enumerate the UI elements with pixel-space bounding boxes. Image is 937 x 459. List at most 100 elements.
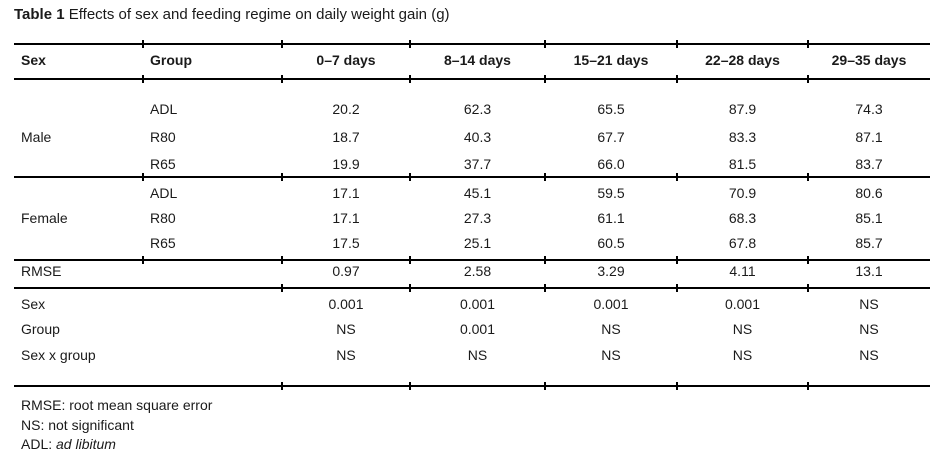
cell-group: R80 bbox=[150, 210, 176, 226]
table-row-stat-sex-x-group: Sex x group NS NS NS NS NS bbox=[14, 345, 930, 365]
column-tick bbox=[142, 173, 144, 181]
cell-value: 19.9 bbox=[332, 156, 360, 172]
cell-value: 85.1 bbox=[855, 210, 883, 226]
column-tick bbox=[544, 173, 546, 181]
cell-sex-label-male: Male bbox=[21, 129, 52, 145]
column-tick bbox=[807, 40, 809, 48]
footnote-adl-label: ADL: bbox=[21, 436, 53, 452]
header-cell-days-22-28: 22–28 days bbox=[705, 52, 780, 68]
column-tick bbox=[409, 284, 411, 292]
cell-value: 83.7 bbox=[855, 156, 883, 172]
cell-value: 25.1 bbox=[463, 235, 492, 251]
cell-value: 59.5 bbox=[597, 185, 625, 201]
column-tick bbox=[409, 256, 411, 264]
table-row-female-r65: R65 17.5 25.1 60.5 67.8 85.7 bbox=[14, 233, 930, 253]
cell-group: R65 bbox=[150, 235, 176, 251]
stat-label: Sex x group bbox=[21, 347, 96, 363]
cell-value: 87.1 bbox=[855, 129, 883, 145]
cell-value: 87.9 bbox=[728, 101, 757, 117]
column-tick bbox=[807, 256, 809, 264]
rmse-label: RMSE bbox=[21, 263, 62, 279]
header-cell-sex: Sex bbox=[21, 52, 46, 68]
table-caption: Table 1 Effects of sex and feeding regim… bbox=[14, 5, 450, 25]
cell-value: 0.001 bbox=[724, 296, 761, 312]
cell-value: 3.29 bbox=[597, 263, 625, 279]
cell-value: 17.5 bbox=[332, 235, 360, 251]
column-tick bbox=[544, 382, 546, 390]
table-row-stat-group: Group NS 0.001 NS NS NS bbox=[14, 319, 930, 339]
cell-value: 60.5 bbox=[597, 235, 625, 251]
cell-value: 62.3 bbox=[463, 101, 492, 117]
table-row-male-adl: ADL 20.2 62.3 65.5 87.9 74.3 bbox=[14, 99, 930, 119]
cell-value: 18.7 bbox=[332, 129, 360, 145]
cell-value: NS bbox=[336, 321, 356, 337]
column-tick bbox=[807, 173, 809, 181]
cell-value: 74.3 bbox=[855, 101, 883, 117]
cell-value: 67.7 bbox=[597, 129, 625, 145]
column-tick bbox=[409, 40, 411, 48]
cell-group: R65 bbox=[150, 156, 176, 172]
cell-value: 0.001 bbox=[593, 296, 629, 312]
cell-group: R80 bbox=[150, 129, 176, 145]
column-tick bbox=[544, 256, 546, 264]
cell-value: NS bbox=[601, 347, 621, 363]
column-tick bbox=[807, 382, 809, 390]
column-tick bbox=[544, 284, 546, 292]
cell-value: 66.0 bbox=[597, 156, 625, 172]
rule-header-bottom bbox=[14, 75, 930, 83]
cell-value: 0.001 bbox=[459, 321, 496, 337]
cell-value: 37.7 bbox=[463, 156, 492, 172]
table-header-row: Sex Group 0–7 days 8–14 days 15–21 days … bbox=[14, 50, 930, 70]
cell-value: 0.97 bbox=[332, 263, 360, 279]
table-row-female-adl: ADL 17.1 45.1 59.5 70.9 80.6 bbox=[14, 183, 930, 203]
cell-value: 67.8 bbox=[728, 235, 757, 251]
rule-male-female-divider bbox=[14, 173, 930, 181]
cell-value: NS bbox=[336, 347, 356, 363]
table-row-female-r80: Female R80 17.1 27.3 61.1 68.3 85.1 bbox=[14, 208, 930, 228]
cell-value: 4.11 bbox=[729, 263, 756, 279]
header-cell-days-0-7: 0–7 days bbox=[316, 52, 376, 68]
cell-value: 45.1 bbox=[463, 185, 492, 201]
cell-group: ADL bbox=[150, 101, 178, 117]
column-tick bbox=[281, 256, 283, 264]
table-row-male-r80: Male R80 18.7 40.3 67.7 83.3 87.1 bbox=[14, 127, 930, 147]
cell-value: 2.58 bbox=[463, 263, 492, 279]
cell-value: 20.2 bbox=[332, 101, 360, 117]
cell-value: 70.9 bbox=[728, 185, 757, 201]
cell-sex bbox=[14, 183, 143, 203]
column-tick bbox=[281, 284, 283, 292]
column-tick bbox=[807, 284, 809, 292]
cell-value: NS bbox=[601, 321, 621, 337]
rule-table-top bbox=[14, 40, 930, 48]
cell-sex bbox=[14, 99, 143, 119]
cell-value: 80.6 bbox=[855, 185, 883, 201]
header-cell-days-8-14: 8–14 days bbox=[444, 52, 511, 68]
cell-value: 17.1 bbox=[332, 210, 360, 226]
cell-value: NS bbox=[859, 296, 879, 312]
column-tick bbox=[676, 40, 678, 48]
cell-value: NS bbox=[732, 347, 753, 363]
column-tick bbox=[807, 75, 809, 83]
cell-value: 0.001 bbox=[459, 296, 496, 312]
header-cell-days-29-35: 29–35 days bbox=[831, 52, 907, 68]
stat-label: Sex bbox=[21, 296, 46, 312]
footnote-rmse: RMSE: root mean square error bbox=[21, 397, 213, 413]
table-caption-text: Effects of sex and feeding regime on dai… bbox=[68, 6, 450, 23]
column-tick bbox=[409, 75, 411, 83]
footnote-adl-value: ad libitum bbox=[56, 436, 116, 452]
cell-value: 81.5 bbox=[728, 156, 757, 172]
cell-value: NS bbox=[732, 321, 753, 337]
footnote-ns: NS: not significant bbox=[21, 417, 134, 433]
column-tick bbox=[676, 256, 678, 264]
column-tick bbox=[142, 75, 144, 83]
cell-sex bbox=[14, 154, 143, 174]
cell-value: 17.1 bbox=[332, 185, 360, 201]
cell-sex-label-female: Female bbox=[21, 210, 68, 226]
table-row-male-r65: R65 19.9 37.7 66.0 81.5 83.7 bbox=[14, 154, 930, 174]
cell-value: NS bbox=[467, 347, 488, 363]
column-tick bbox=[544, 75, 546, 83]
cell-value: NS bbox=[859, 347, 879, 363]
rule-rmse-stats-divider bbox=[14, 284, 930, 292]
cell-value: 27.3 bbox=[463, 210, 492, 226]
